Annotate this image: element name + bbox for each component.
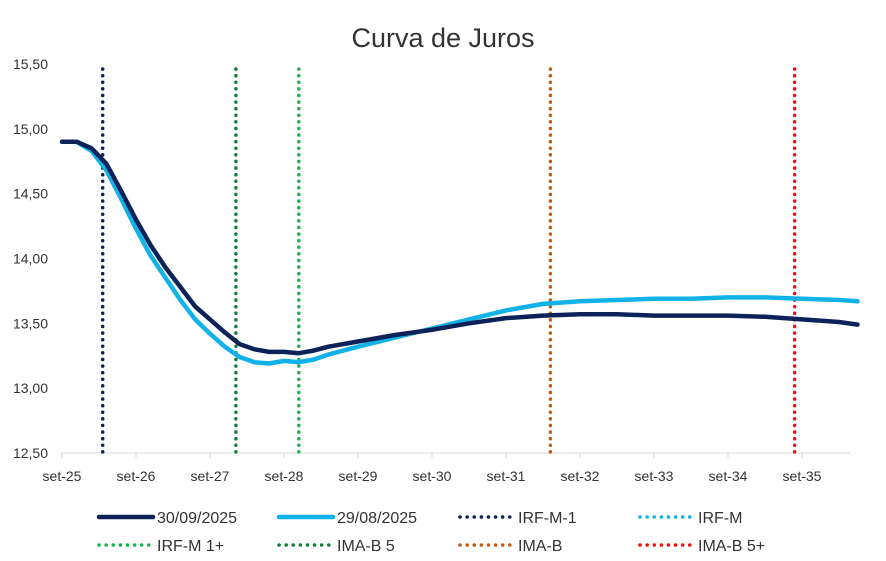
y-tick-label: 15,00 [13, 121, 48, 137]
x-tick-label: set-33 [635, 468, 674, 484]
series-line-29-08-2025 [59, 139, 860, 366]
x-tick-label: set-27 [191, 468, 230, 484]
y-tick-label: 14,00 [13, 251, 48, 267]
series-line-30-09-2025 [59, 139, 860, 356]
series-lines [59, 139, 860, 366]
x-tick-label: set-35 [783, 468, 822, 484]
x-tick-label: set-34 [709, 468, 748, 484]
x-tick-label: set-28 [265, 468, 304, 484]
y-tick-label: 13,50 [13, 315, 48, 331]
legend-label: IRF-M-1 [518, 510, 577, 527]
legend-label: 30/09/2025 [157, 510, 237, 527]
legend-item: IRF-M 1+ [97, 538, 224, 555]
y-tick-label: 15,50 [13, 56, 48, 72]
x-tick-label: set-25 [43, 468, 82, 484]
legend-item: IMA-B 5 [277, 538, 395, 555]
legend-label: IMA-B 5 [337, 538, 395, 555]
x-tick-label: set-30 [413, 468, 452, 484]
y-axis: 12,50 13,00 13,50 14,00 14,50 15,00 15,50 [13, 56, 48, 461]
legend: 30/09/2025 29/08/2025 IRF-M-1 IRF-M IRF-M 1+… [96, 510, 765, 555]
legend-label: IRF-M [698, 510, 742, 527]
legend-item: 30/09/2025 [96, 510, 237, 527]
x-axis: set-25 set-26 set-27 set-28 set-29 set-30 set-… [43, 452, 850, 484]
legend-item: 29/08/2025 [276, 510, 417, 527]
legend-label: 29/08/2025 [337, 510, 417, 527]
y-tick-label: 14,50 [13, 186, 48, 202]
x-tick-label: set-29 [339, 468, 378, 484]
legend-item: IRF-M-1 [458, 510, 577, 527]
legend-item: IMA-B [458, 538, 562, 555]
legend-label: IMA-B 5+ [698, 538, 765, 555]
legend-item: IRF-M [638, 510, 742, 527]
x-tick-label: set-32 [561, 468, 600, 484]
legend-item: IMA-B 5+ [638, 538, 765, 555]
x-tick-label: set-31 [487, 468, 526, 484]
reference-lines [100, 67, 797, 455]
y-tick-label: 13,00 [13, 380, 48, 396]
y-tick-label: 12,50 [13, 445, 48, 461]
legend-label: IRF-M 1+ [157, 538, 224, 555]
chart-title: Curva de Juros [351, 23, 534, 53]
x-tick-label: set-26 [117, 468, 156, 484]
legend-label: IMA-B [518, 538, 562, 555]
